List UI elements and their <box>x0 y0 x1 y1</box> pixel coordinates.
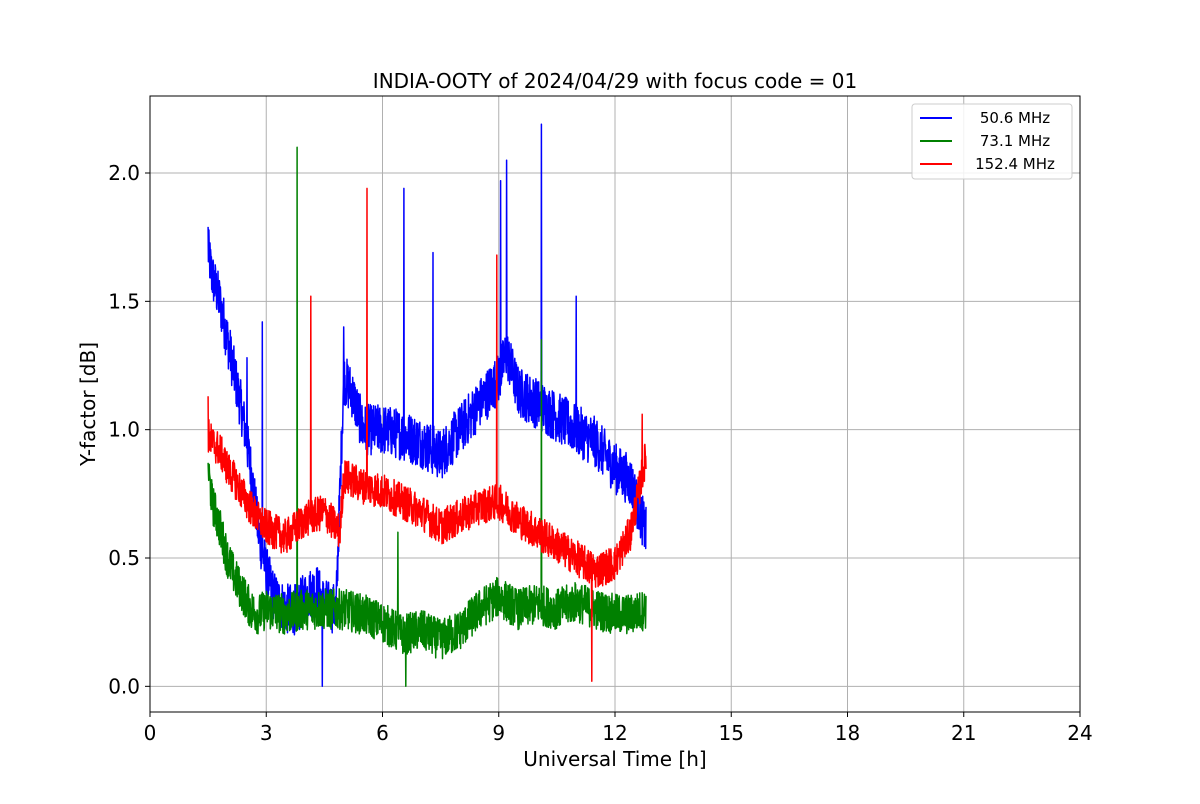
y-tick-label: 0.5 <box>108 546 140 570</box>
x-tick-label: 18 <box>835 721 860 745</box>
series-layer <box>207 123 647 688</box>
legend: 50.6 MHz 73.1 MHz 152.4 MHz <box>911 103 1073 180</box>
y-tick-label: 1.5 <box>108 289 140 313</box>
x-tick-label: 21 <box>951 721 976 745</box>
y-axis-label: Y-factor [dB] <box>76 342 100 467</box>
x-tick-label: 12 <box>602 721 627 745</box>
series-line <box>207 187 647 682</box>
series-line <box>207 146 647 688</box>
legend-label: 50.6 MHz <box>980 109 1050 127</box>
legend-label: 152.4 MHz <box>975 155 1055 173</box>
legend-label: 73.1 MHz <box>980 132 1050 150</box>
chart-title: INDIA-OOTY of 2024/04/29 with focus code… <box>373 69 857 93</box>
x-tick-label: 6 <box>376 721 389 745</box>
legend-box <box>911 103 1073 180</box>
y-tick-label: 2.0 <box>108 161 140 185</box>
x-tick-label: 0 <box>144 721 157 745</box>
x-tick-label: 9 <box>492 721 505 745</box>
y-tick-label: 1.0 <box>108 418 140 442</box>
x-axis-label: Universal Time [h] <box>523 747 706 771</box>
x-tick-label: 15 <box>719 721 744 745</box>
tick-layer: 0 3 6 9 12 15 18 21 24 0.0 0.5 1.0 1.5 2.0 <box>108 161 1093 745</box>
legend-entries: 50.6 MHz 73.1 MHz 152.4 MHz <box>920 109 1055 173</box>
x-tick-label: 24 <box>1067 721 1092 745</box>
y-tick-label: 0.0 <box>108 674 140 698</box>
x-tick-label: 3 <box>260 721 273 745</box>
